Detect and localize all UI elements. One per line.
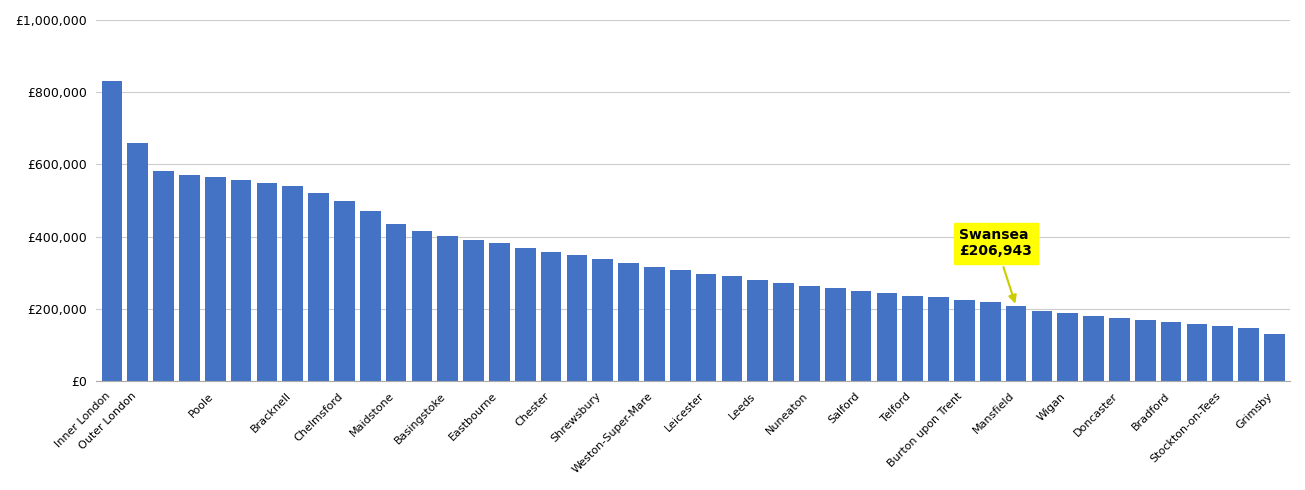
Bar — [1032, 311, 1052, 381]
Bar — [179, 174, 200, 381]
Bar — [825, 288, 846, 381]
Bar — [774, 283, 793, 381]
Bar — [153, 171, 174, 381]
Bar — [1212, 326, 1233, 381]
Bar — [1238, 328, 1259, 381]
Bar — [1135, 320, 1156, 381]
Bar — [980, 302, 1001, 381]
Bar — [1186, 324, 1207, 381]
Bar — [308, 194, 329, 381]
Bar — [669, 270, 690, 381]
Bar — [231, 180, 252, 381]
Bar — [282, 186, 303, 381]
Bar — [489, 243, 510, 381]
Bar — [128, 143, 149, 381]
Bar — [696, 273, 716, 381]
Bar — [645, 267, 664, 381]
Bar — [903, 295, 923, 381]
Bar — [334, 201, 355, 381]
Bar — [1265, 334, 1285, 381]
Bar — [360, 211, 381, 381]
Bar — [954, 299, 975, 381]
Bar — [748, 280, 769, 381]
Bar — [1109, 318, 1130, 381]
Bar — [205, 177, 226, 381]
Bar — [928, 297, 949, 381]
Bar — [592, 259, 613, 381]
Bar — [540, 252, 561, 381]
Bar — [1006, 306, 1027, 381]
Bar — [799, 286, 820, 381]
Text: Swansea
£206,943: Swansea £206,943 — [959, 228, 1032, 301]
Bar — [386, 223, 406, 381]
Bar — [566, 255, 587, 381]
Bar — [102, 81, 123, 381]
Bar — [1057, 313, 1078, 381]
Bar — [851, 291, 872, 381]
Bar — [411, 231, 432, 381]
Bar — [463, 240, 484, 381]
Bar — [877, 293, 898, 381]
Bar — [1161, 322, 1181, 381]
Bar — [722, 276, 743, 381]
Bar — [437, 236, 458, 381]
Bar — [515, 247, 535, 381]
Bar — [619, 264, 639, 381]
Bar — [1083, 316, 1104, 381]
Bar — [257, 182, 277, 381]
